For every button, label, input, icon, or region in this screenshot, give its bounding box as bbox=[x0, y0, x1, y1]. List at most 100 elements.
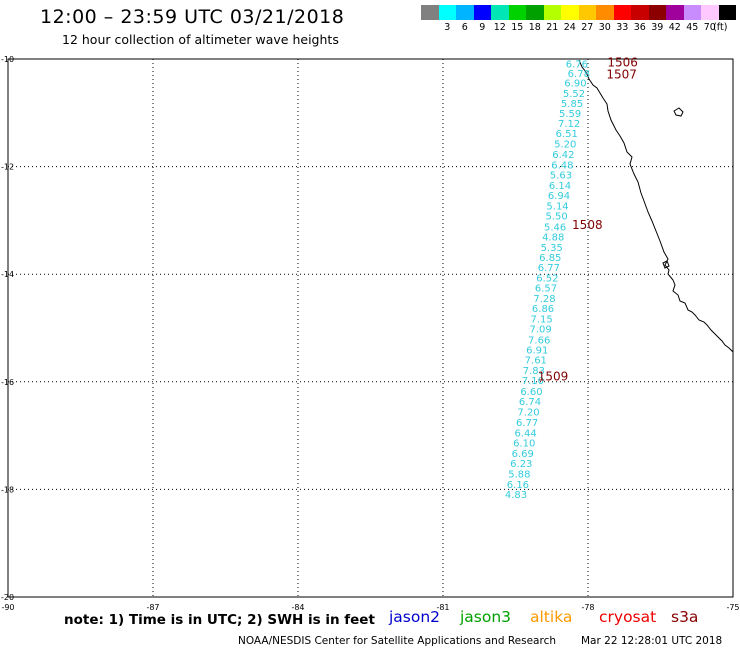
pass-time: 1506 bbox=[607, 56, 638, 70]
scale-label: 45 bbox=[686, 22, 699, 33]
wave-height-value: 6.44 bbox=[515, 428, 537, 439]
lat-tick-label: -16 bbox=[1, 378, 14, 387]
lat-tick-label: -14 bbox=[1, 270, 14, 279]
scale-label: 39 bbox=[651, 22, 664, 33]
wave-height-value: 7.28 bbox=[533, 294, 555, 305]
lat-tick-label: -12 bbox=[1, 163, 14, 172]
map-grid: -90 -87 -84 -81 -78 -75 -10 -12 -14 -16 -18 -20 bbox=[1, 55, 740, 612]
wave-height-value: 6.42 bbox=[552, 150, 574, 161]
wave-height-value: 5.52 bbox=[563, 89, 585, 100]
wave-height-value: 6.77 bbox=[538, 263, 560, 274]
scale-swatch bbox=[421, 5, 439, 20]
lat-tick-label: -10 bbox=[1, 55, 14, 64]
scale-swatch bbox=[648, 5, 666, 20]
wave-height-value: 4.83 bbox=[505, 490, 527, 501]
scale-swatch bbox=[701, 5, 719, 20]
wave-height-value: 7.20 bbox=[517, 407, 539, 418]
wave-height-value: 5.50 bbox=[545, 212, 567, 223]
wave-height-value: 6.91 bbox=[526, 346, 548, 357]
wave-height-value: 6.69 bbox=[512, 449, 534, 460]
scale-label: 6 bbox=[461, 22, 468, 33]
wave-height-labels: 6.766.786.905.525.855.597.126.515.206.42… bbox=[505, 59, 590, 501]
pass-time: 1509 bbox=[538, 369, 569, 383]
scale-label: 15 bbox=[511, 22, 524, 33]
lon-tick-label: -81 bbox=[436, 603, 449, 612]
wave-height-value: 6.85 bbox=[539, 253, 561, 264]
scale-label: 21 bbox=[546, 22, 559, 33]
wave-height-value: 7.83 bbox=[523, 366, 545, 377]
wave-height-value: 6.94 bbox=[548, 191, 570, 202]
wave-height-value: 6.23 bbox=[510, 459, 532, 470]
scale-label: 12 bbox=[493, 22, 506, 33]
color-scale-labels: 3 6 9 12 15 18 21 24 27 30 33 36 39 42 45 70 (ft) bbox=[421, 20, 737, 34]
scale-swatch bbox=[613, 5, 631, 20]
wave-height-value: 6.51 bbox=[556, 129, 578, 140]
scale-label: 3 bbox=[444, 22, 451, 33]
lon-tick-label: -84 bbox=[291, 603, 304, 612]
scale-label: 27 bbox=[581, 22, 594, 33]
scale-label: 30 bbox=[598, 22, 611, 33]
scale-label: 9 bbox=[479, 22, 486, 33]
lon-tick-label: -90 bbox=[1, 603, 14, 612]
wave-height-value: 5.88 bbox=[508, 469, 530, 480]
wave-height-value: 5.35 bbox=[541, 243, 563, 254]
wave-height-value: 5.85 bbox=[561, 99, 583, 110]
scale-swatch bbox=[543, 5, 561, 20]
satellite-jason3: jason3 bbox=[460, 608, 512, 626]
wave-height-value: 6.16 bbox=[507, 480, 529, 491]
wave-height-value: 6.52 bbox=[536, 273, 558, 284]
wave-height-value: 6.90 bbox=[564, 79, 586, 90]
lon-tick-label: -87 bbox=[146, 603, 159, 612]
lat-tick-label: -20 bbox=[1, 593, 14, 602]
wave-height-value: 6.74 bbox=[519, 397, 541, 408]
scale-label: 36 bbox=[633, 22, 646, 33]
scale-swatch bbox=[718, 5, 736, 20]
wave-height-value: 6.76 bbox=[566, 59, 588, 70]
wave-height-value: 6.14 bbox=[549, 181, 571, 192]
credit-text: NOAA/NESDIS Center for Satellite Applica… bbox=[238, 635, 556, 647]
scale-swatch bbox=[526, 5, 544, 20]
scale-swatch bbox=[596, 5, 614, 20]
units-note: note: 1) Time is in UTC; 2) SWH is in fe… bbox=[64, 612, 375, 628]
color-scale-swatches bbox=[421, 5, 737, 20]
lon-tick-label: -75 bbox=[726, 603, 739, 612]
scale-swatch bbox=[683, 5, 701, 20]
scale-unit: (ft) bbox=[713, 22, 728, 33]
scale-swatch bbox=[456, 5, 474, 20]
lon-tick-label: -78 bbox=[581, 603, 594, 612]
pass-time: 1508 bbox=[572, 218, 603, 232]
scale-label: 70 bbox=[703, 22, 716, 33]
lat-tick-label: -18 bbox=[1, 485, 14, 494]
wave-height-value: 5.14 bbox=[546, 201, 568, 212]
scale-swatch bbox=[508, 5, 526, 20]
scale-label: 18 bbox=[528, 22, 541, 33]
page-subtitle: 12 hour collection of altimeter wave hei… bbox=[62, 32, 339, 47]
island-small bbox=[662, 260, 670, 269]
wave-height-value: 7.61 bbox=[525, 356, 547, 367]
wave-height-value: 6.78 bbox=[568, 69, 590, 80]
scale-swatch bbox=[491, 5, 509, 20]
pass-time: 1507 bbox=[606, 68, 637, 82]
wave-height-value: 5.20 bbox=[554, 139, 576, 150]
wave-height-value: 6.10 bbox=[513, 439, 535, 450]
wave-height-value: 4.88 bbox=[542, 233, 564, 244]
scale-swatch bbox=[578, 5, 596, 20]
wave-height-value: 7.12 bbox=[558, 119, 580, 130]
wave-height-value: 6.77 bbox=[516, 418, 538, 429]
scale-label: 33 bbox=[616, 22, 629, 33]
satellite-s3a: s3a bbox=[671, 608, 699, 626]
satellite-cryosat: cryosat bbox=[599, 608, 657, 626]
scale-swatch bbox=[438, 5, 456, 20]
wave-height-value: 6.86 bbox=[532, 304, 554, 315]
wave-height-value: 7.10 bbox=[522, 376, 544, 387]
island bbox=[673, 107, 684, 117]
satellite-altika: altika bbox=[530, 608, 573, 626]
scale-swatch bbox=[473, 5, 491, 20]
scale-label: 24 bbox=[563, 22, 576, 33]
wave-height-color-scale: 3 6 9 12 15 18 21 24 27 30 33 36 39 42 45 70 (ft) bbox=[421, 5, 737, 35]
wave-height-value: 6.60 bbox=[520, 387, 542, 398]
coastline bbox=[578, 59, 734, 353]
wave-height-value: 6.57 bbox=[535, 284, 557, 295]
map-frame bbox=[7, 58, 734, 598]
